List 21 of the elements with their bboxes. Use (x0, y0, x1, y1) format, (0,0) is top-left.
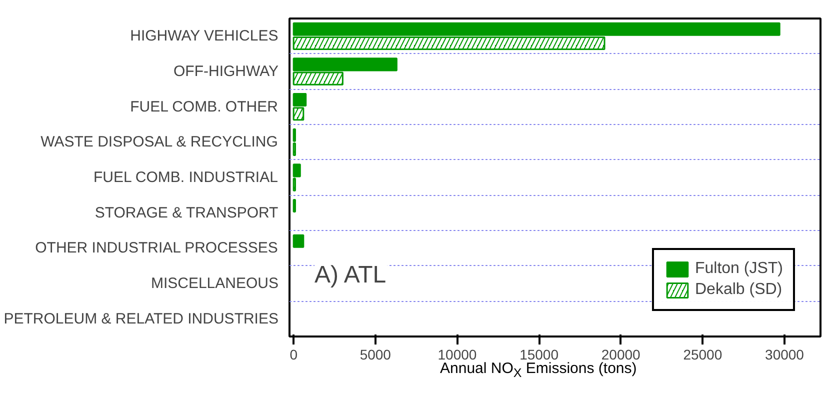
legend-label: Fulton (JST) (694, 260, 783, 278)
y-tick-label: FUEL COMB. OTHER (130, 98, 278, 116)
x-tick-label: 10000 (438, 346, 477, 362)
y-tick-label: OFF-HIGHWAY (174, 63, 279, 80)
x-tick-label: 5000 (360, 346, 392, 362)
y-tick-label: MISCELLANEOUS (150, 275, 279, 292)
y-tick-label: PETROLEUM & RELATED INDUSTRIES (4, 310, 279, 328)
x-tick-label: 25000 (683, 346, 722, 362)
legend-label: Dekalb (SD) (694, 281, 782, 299)
bar (292, 234, 304, 248)
y-tick-label: FUEL COMB. INDUSTRIAL (93, 169, 278, 186)
y-tick-label: WASTE DISPOSAL & RECYCLING (40, 134, 278, 151)
y-tick-label: OTHER INDUSTRIAL PROCESSES (35, 240, 278, 257)
y-tick-label: STORAGE & TRANSPORT (94, 204, 278, 222)
x-tick-label: 20000 (601, 346, 641, 362)
annotation: A) ATL (314, 262, 386, 288)
x-axis-title: Annual NO$_{X}$ Emissions (tons) (440, 360, 637, 380)
x-tick-label: 30000 (765, 346, 804, 362)
y-tick-label: HIGHWAY VEHICLES (130, 28, 278, 45)
x-tick-label: 0 (290, 346, 298, 362)
x-tick-label: 15000 (520, 346, 559, 362)
